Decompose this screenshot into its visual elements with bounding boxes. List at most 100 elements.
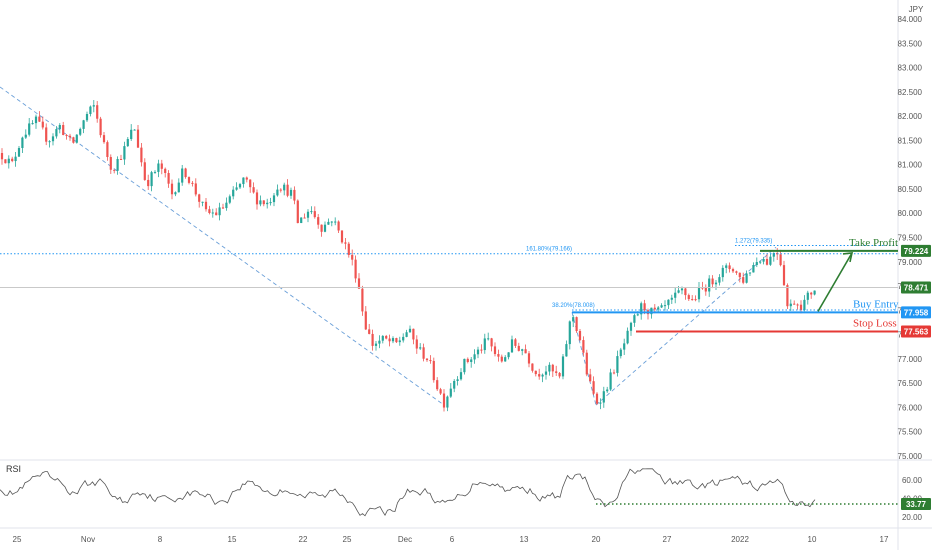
- candle-body: [14, 156, 17, 162]
- candle-body: [466, 358, 469, 362]
- candle-body: [184, 168, 187, 178]
- candle-body: [517, 345, 520, 351]
- candle-body: [160, 163, 163, 169]
- candle-body: [657, 307, 660, 310]
- candle-body: [446, 396, 449, 408]
- candle-body: [691, 299, 694, 301]
- candle-body: [317, 217, 320, 225]
- candle-body: [534, 370, 537, 375]
- candle-body: [619, 349, 622, 357]
- candle-body: [79, 128, 82, 135]
- rsi-line: [0, 468, 816, 517]
- candle-body: [228, 196, 231, 203]
- candle-body: [487, 338, 490, 340]
- candle-body: [187, 177, 191, 183]
- candle-body: [123, 146, 126, 160]
- candle-body: [374, 343, 378, 346]
- candle-body: [347, 243, 350, 255]
- candle-body: [745, 273, 748, 283]
- price-tick-label: 77.000: [898, 355, 923, 364]
- candle-body: [7, 158, 10, 164]
- candle-body: [684, 288, 687, 296]
- candle-body: [364, 311, 367, 330]
- candle-body: [109, 157, 112, 170]
- candle-body: [602, 391, 605, 403]
- candle-body: [521, 349, 524, 351]
- candle-body: [340, 230, 344, 243]
- candle-body: [249, 179, 252, 188]
- candle-body: [609, 372, 612, 390]
- candle-body: [136, 129, 140, 148]
- candle-body: [755, 262, 758, 266]
- price-axis[interactable]: 84.000 83.500 83.000 82.500 82.000 81.500 81.0…: [898, 15, 923, 461]
- candle-body: [405, 332, 408, 337]
- buy-entry-price-badge: 77.958: [904, 308, 929, 317]
- candle-body: [21, 137, 24, 149]
- time-tick-label: 20: [592, 535, 601, 544]
- projection-arrow: [817, 252, 853, 312]
- candle-body: [272, 195, 276, 203]
- candle-body: [170, 183, 174, 195]
- candle-body: [337, 221, 340, 231]
- time-tick-label: 6: [450, 535, 455, 544]
- candle-body: [313, 211, 316, 218]
- candle-body: [232, 189, 235, 197]
- candle-body: [412, 328, 415, 340]
- time-tick-label: 25: [13, 535, 22, 544]
- candle-body: [38, 116, 41, 122]
- candle-body: [92, 105, 95, 107]
- candle-body: [544, 371, 548, 375]
- candle-body: [262, 200, 265, 205]
- fib-161-label: 161.80%(79.166): [526, 247, 572, 253]
- candle-body: [306, 211, 310, 218]
- candle-body: [436, 380, 439, 390]
- candle-body: [714, 282, 718, 285]
- candle-body: [429, 360, 432, 362]
- candle-body: [541, 374, 544, 377]
- candle-body: [633, 315, 636, 323]
- time-tick-label: 22: [299, 535, 308, 544]
- candle-body: [432, 360, 435, 381]
- candle-body: [782, 265, 786, 286]
- candle-body: [786, 285, 789, 307]
- time-tick-label: 15: [228, 535, 237, 544]
- candle-body: [483, 338, 486, 351]
- candle-body: [582, 340, 585, 353]
- price-tick-label: 75.500: [898, 428, 923, 437]
- candle-body: [283, 184, 286, 191]
- candle-body: [643, 303, 646, 311]
- candle-body: [531, 363, 534, 371]
- candle-body: [289, 189, 293, 196]
- time-tick-label: 2022: [731, 535, 749, 544]
- time-axis[interactable]: 25 Nov 8 15 22 25 Dec 6 13 20 27 2022 10 17: [13, 535, 889, 544]
- candle-body: [221, 207, 225, 209]
- projection-arrowhead: [842, 251, 854, 263]
- time-tick-label: Dec: [398, 535, 412, 544]
- candle-body: [616, 356, 619, 373]
- candle-body: [266, 202, 269, 205]
- candle-body: [300, 217, 303, 224]
- candle-body: [636, 314, 639, 316]
- stop-loss-price-badge: 77.563: [904, 328, 929, 337]
- candle-body: [143, 162, 146, 180]
- candle-body: [803, 299, 806, 311]
- candle-body: [385, 335, 388, 339]
- candle-body: [697, 287, 701, 300]
- trade-levels: 161.80%(79.166) 1.272(79.335) 38.20%(78.00…: [0, 237, 899, 333]
- buy-entry-price-badge-bg: [901, 306, 931, 319]
- current-price-badge: 78.471: [904, 283, 929, 292]
- candle-body: [65, 134, 68, 136]
- rsi-value-badge: 33.77: [906, 500, 927, 509]
- candle-body: [565, 344, 568, 357]
- candle-body: [612, 372, 616, 374]
- candle-body: [725, 265, 728, 268]
- candle-body: [378, 340, 381, 344]
- candle-body: [653, 307, 656, 310]
- candle-body: [398, 340, 401, 343]
- candle-body: [41, 121, 44, 128]
- price-tick-label: 82.000: [898, 112, 923, 121]
- price-tick-label: 81.000: [898, 161, 923, 170]
